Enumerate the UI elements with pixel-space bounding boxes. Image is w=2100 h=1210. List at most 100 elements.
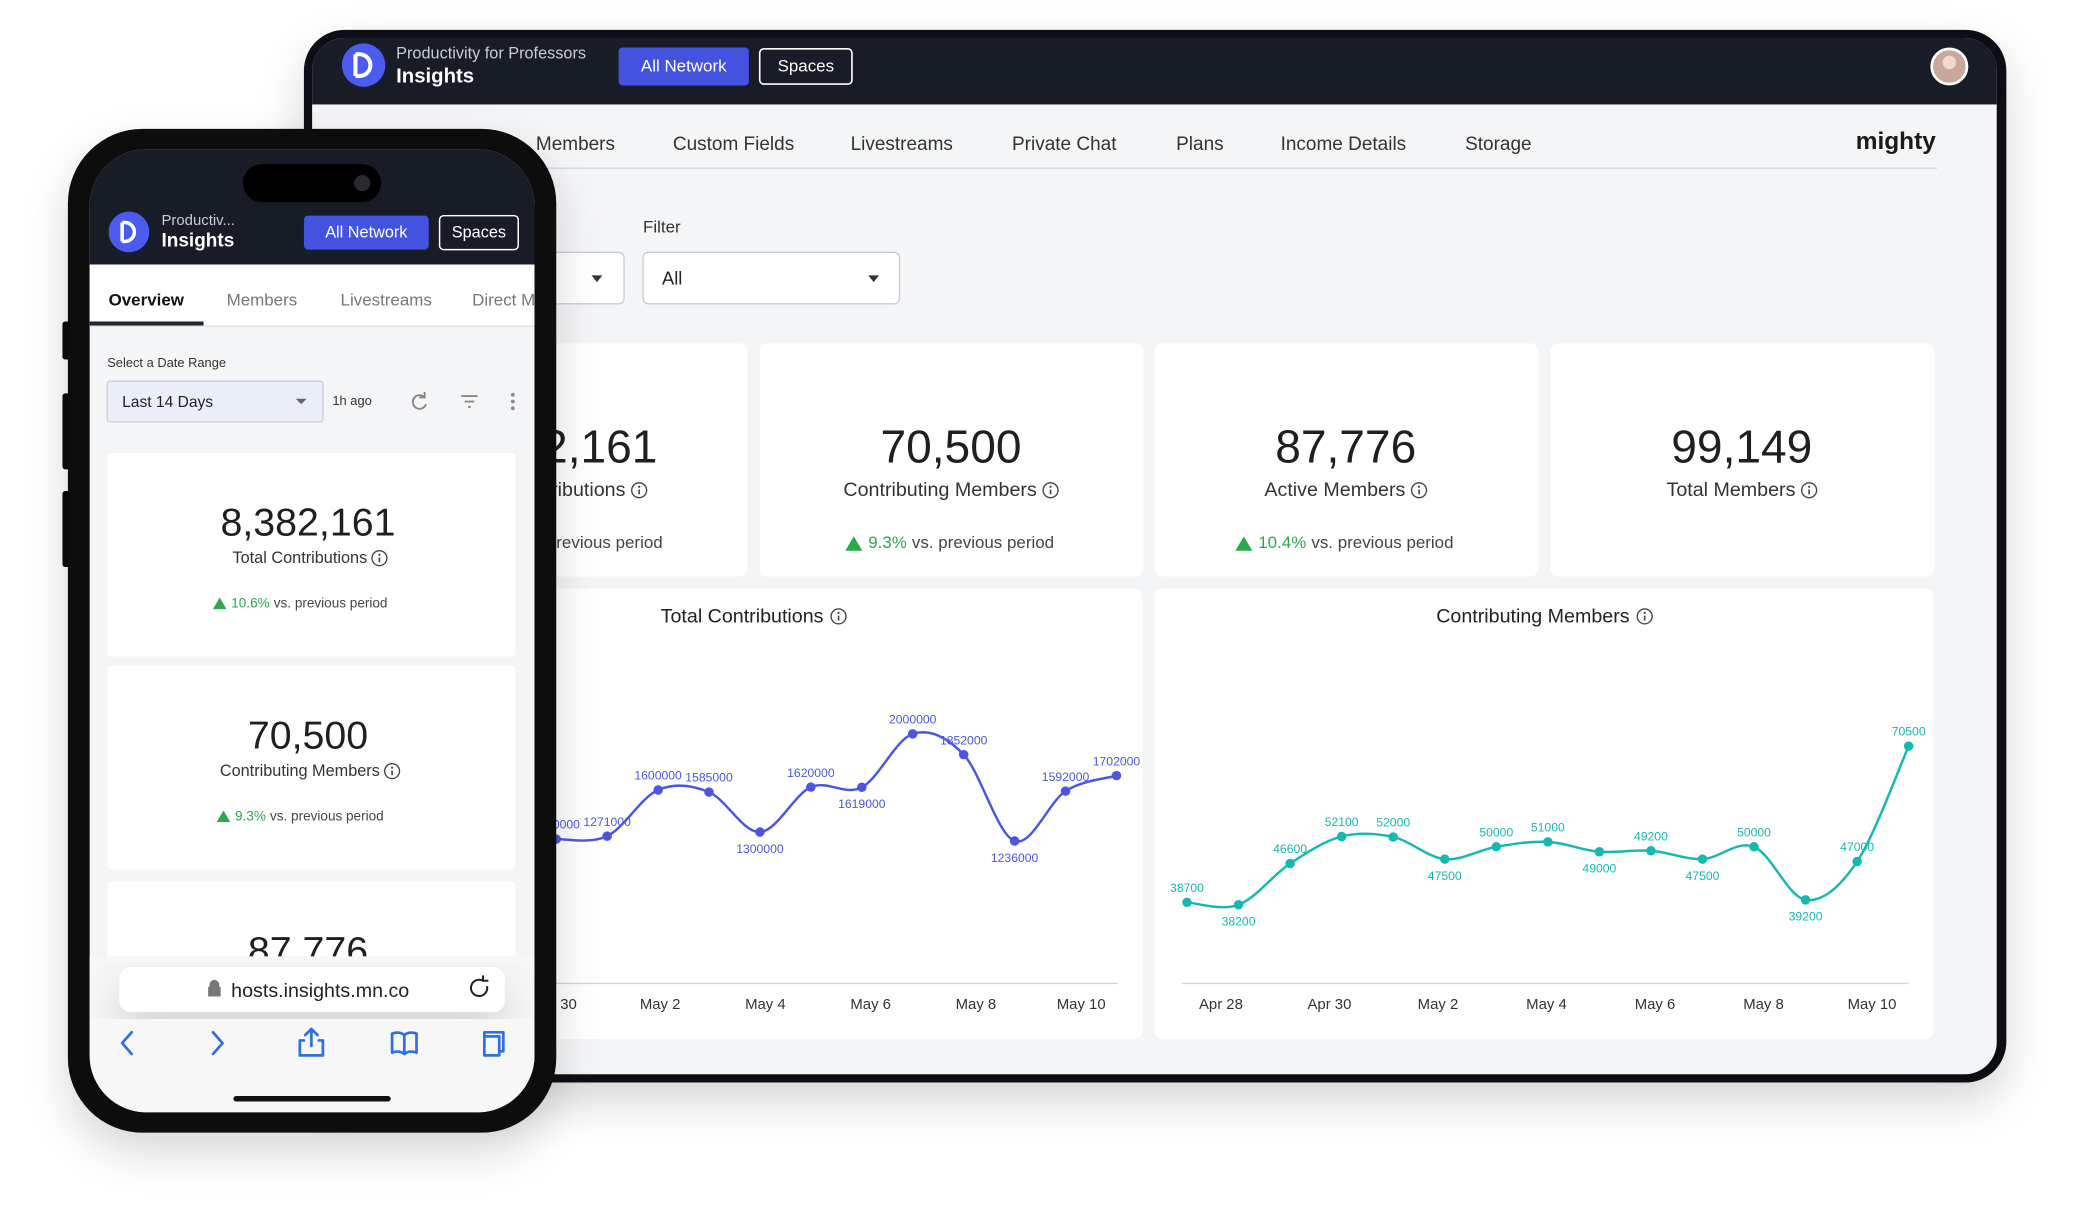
nav-tab[interactable]: Livestreams (851, 134, 953, 155)
info-dot (638, 485, 641, 488)
comparison-label: vs. previous period (912, 533, 1054, 552)
filter-dropdown[interactable] (642, 251, 901, 305)
stat-card (107, 666, 516, 870)
info-icon (1410, 482, 1428, 499)
button-label: All Network (641, 57, 727, 76)
dynamic-island (242, 164, 382, 203)
nav-tab[interactable]: Members (227, 291, 298, 310)
x-tick-label: May 6 (850, 996, 891, 1013)
button[interactable] (303, 215, 429, 250)
filter-icon[interactable] (461, 395, 478, 408)
data-label: 1702000 (1093, 754, 1141, 768)
stat-label: Total Contributions (232, 549, 367, 567)
top-bar (312, 37, 1997, 105)
stat-card (759, 343, 1144, 577)
more-icon[interactable] (510, 392, 515, 411)
data-point (1543, 837, 1553, 847)
nav-tab[interactable]: Members (536, 134, 615, 155)
nav-tab[interactable]: Income Details (1281, 134, 1407, 155)
info-circle (1636, 608, 1653, 625)
home-indicator (233, 1096, 391, 1102)
data-point (653, 785, 663, 795)
button-label: Spaces (778, 57, 835, 76)
nav-tab[interactable]: Storage (1465, 134, 1532, 155)
info-circle (371, 550, 388, 567)
logo (108, 211, 150, 253)
change-value: 9.3% (235, 808, 266, 823)
chart-title: Contributing Members (1436, 605, 1630, 627)
back-icon[interactable] (120, 1030, 134, 1056)
data-label: 47500 (1686, 869, 1720, 883)
data-point (1388, 832, 1398, 842)
info-dot (1808, 485, 1811, 488)
url-bar[interactable] (119, 967, 505, 1012)
share-icon[interactable] (298, 1027, 325, 1057)
nav-tab[interactable]: Custom Fields (673, 134, 794, 155)
stat-label: Contributing Members (220, 762, 380, 780)
tabs-icon[interactable] (482, 1030, 505, 1057)
comparison-label: vs. previous period (1311, 533, 1453, 552)
button-label: All Network (325, 224, 408, 242)
data-label: 1600000 (634, 769, 682, 783)
stat-value: 99,149 (1671, 421, 1812, 473)
logo-glyph (353, 52, 373, 78)
date-dropdown[interactable] (106, 380, 324, 423)
info-icon (371, 550, 388, 567)
nav-tab[interactable]: Livestreams (341, 291, 432, 310)
org-name: Productiv... (161, 212, 234, 229)
nav-tab[interactable]: Private Chat (1012, 134, 1117, 155)
brand: mighty (1856, 128, 1936, 155)
nav-tab[interactable]: Direct Messages (472, 291, 598, 310)
data-point (806, 782, 816, 792)
info-icon (383, 763, 401, 780)
data-label: 51000 (1531, 821, 1565, 835)
caret (591, 275, 603, 283)
x-tick-label: May 10 (1057, 996, 1106, 1013)
nav-tab[interactable]: Plans (1176, 134, 1224, 155)
data-point (1852, 856, 1862, 867)
stat-value: 70,500 (248, 713, 368, 757)
lock-icon (208, 979, 221, 997)
data-point (1182, 897, 1192, 908)
data-label: 47000 (1840, 840, 1874, 854)
x-tick-label: May 6 (1635, 996, 1676, 1013)
comparison-label: vs. previous period (274, 595, 388, 610)
x-tick-label: May 8 (956, 996, 997, 1013)
button[interactable] (758, 48, 853, 85)
info-dot (1049, 485, 1052, 488)
up-triangle (216, 810, 231, 823)
forward-icon[interactable] (211, 1030, 224, 1056)
x-tick-label: May 2 (1418, 996, 1459, 1013)
data-label: 70500 (1892, 725, 1926, 739)
data-point (1439, 854, 1450, 864)
change-text: 9.3% vs. previous period (868, 533, 1054, 552)
data-point (958, 749, 969, 760)
info-dot (378, 553, 381, 556)
data-point (1285, 858, 1295, 869)
org-name: Productivity for Professors (396, 45, 586, 63)
data-point (1749, 842, 1759, 852)
tab-underline (89, 321, 204, 326)
button[interactable] (618, 47, 749, 86)
date-range-value: Last 14 Days (122, 394, 213, 411)
data-label: 52000 (1376, 816, 1410, 830)
data-label: 1852000 (940, 733, 988, 747)
info-circle (1410, 482, 1428, 499)
info-dot (390, 766, 394, 769)
data-label: 1236000 (991, 851, 1039, 865)
data-label: 39200 (1789, 910, 1823, 924)
stat-label: Total Members (1667, 479, 1796, 501)
info-circle (631, 482, 648, 499)
refresh-icon[interactable] (411, 392, 427, 410)
button[interactable] (438, 214, 519, 251)
stat-value: 8,382,161 (221, 500, 396, 544)
data-label: 46600 (1273, 842, 1307, 856)
reload-icon[interactable] (469, 975, 489, 998)
filter-label: Filter (643, 217, 681, 236)
info-circle (1042, 482, 1059, 499)
x-tick-label: Apr 28 (1199, 996, 1243, 1013)
nav-tab[interactable]: Overview (109, 291, 185, 310)
bookmarks-icon[interactable] (390, 1031, 418, 1056)
x-tick-label: May 2 (640, 996, 681, 1013)
